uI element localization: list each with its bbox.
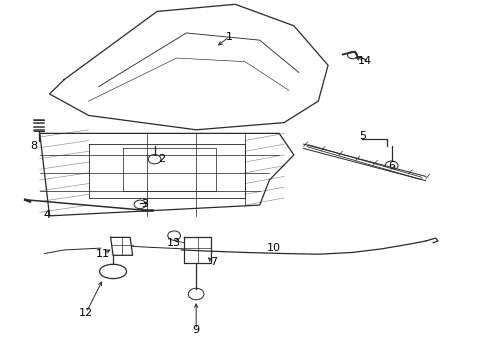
Text: 14: 14 <box>358 55 372 66</box>
Text: 11: 11 <box>97 248 110 258</box>
Text: 9: 9 <box>193 325 200 335</box>
Text: 4: 4 <box>44 210 50 220</box>
Text: 6: 6 <box>388 161 395 171</box>
Circle shape <box>347 51 357 59</box>
Text: 7: 7 <box>210 257 217 267</box>
Text: 12: 12 <box>79 308 93 318</box>
Text: 2: 2 <box>158 154 166 164</box>
Text: 10: 10 <box>267 243 280 253</box>
Text: 5: 5 <box>359 131 366 141</box>
Text: 3: 3 <box>141 199 148 210</box>
Text: 13: 13 <box>167 238 181 248</box>
Text: 8: 8 <box>30 141 37 151</box>
Text: 1: 1 <box>226 32 233 41</box>
